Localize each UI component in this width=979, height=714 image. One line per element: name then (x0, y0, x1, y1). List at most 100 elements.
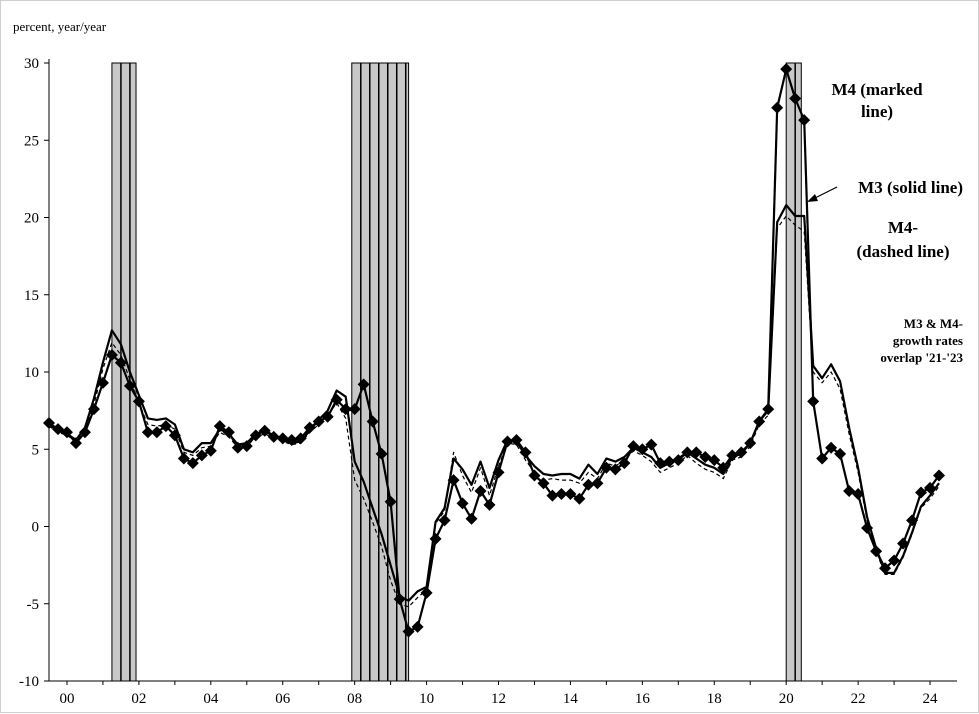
x-tick-label: 06 (275, 691, 291, 707)
series-line-m4 (48, 68, 940, 633)
m4-marker (231, 441, 244, 454)
m4-marker (591, 477, 604, 490)
m4-markers (43, 63, 946, 638)
m4-marker (78, 426, 91, 439)
m4-marker (312, 415, 325, 428)
m4-marker (339, 403, 352, 416)
m4-marker (96, 376, 109, 389)
m4-marker (654, 457, 667, 470)
y-tick-label: 30 (24, 56, 39, 72)
m4-marker (195, 449, 208, 462)
m4-marker (375, 447, 388, 460)
m4-marker (762, 403, 775, 416)
m4-marker (663, 455, 676, 468)
m4-marker (87, 403, 100, 416)
annotation-text: (dashed line) (856, 242, 949, 261)
annotations: M4 (marked line) M3 (solid line) M4- (dashed… (807, 80, 963, 365)
m4-marker (447, 474, 460, 487)
m4-marker (357, 378, 370, 391)
m4-marker (105, 349, 118, 362)
m4-marker (735, 446, 748, 459)
annotation-arrow (812, 186, 838, 200)
m4-marker (159, 420, 172, 433)
m4-marker (807, 395, 820, 408)
series-line-m4-dashed (48, 215, 940, 608)
x-tick-label: 14 (563, 691, 579, 707)
m4-marker (852, 488, 865, 501)
x-tick-label: 12 (491, 691, 506, 707)
annotation-text: M3 (solid line) (858, 178, 963, 197)
m4-marker (267, 430, 280, 443)
m4-marker (465, 512, 478, 525)
m4-marker (825, 441, 838, 454)
y-axis-label: percent, year/year (13, 19, 107, 34)
m4-marker (303, 421, 316, 434)
y-tick-label: -10 (19, 674, 39, 690)
m4-marker (915, 486, 928, 499)
series-lines (48, 68, 940, 633)
m4-marker (168, 429, 181, 442)
m4-marker (258, 424, 271, 437)
m4-marker (717, 461, 730, 474)
m4-marker (600, 461, 613, 474)
m4-marker (348, 403, 361, 416)
m4-marker (627, 440, 640, 453)
m4-marker (474, 484, 487, 497)
m4-marker (906, 514, 919, 527)
y-tick-label: 15 (24, 288, 39, 304)
m4-marker (492, 466, 505, 479)
m4-marker (177, 452, 190, 465)
x-tick-label: 24 (923, 691, 939, 707)
m4-marker (924, 481, 937, 494)
m4-marker (528, 469, 541, 482)
m4-marker (384, 495, 397, 508)
m4-marker (276, 432, 289, 445)
m4-marker (294, 432, 307, 445)
m4-marker (483, 498, 496, 511)
m4-marker (366, 415, 379, 428)
m4-marker (555, 488, 568, 501)
m4-marker (69, 437, 82, 450)
m4-marker (744, 437, 757, 450)
m4-marker (726, 449, 739, 462)
m4-marker (618, 457, 631, 470)
m4-marker (753, 415, 766, 428)
m4-marker (888, 554, 901, 567)
recession-bands (111, 62, 802, 682)
x-tick-label: 00 (59, 691, 74, 707)
annotation-text: line) (861, 102, 893, 121)
m4-marker (933, 469, 946, 482)
y-tick-label: 20 (24, 211, 39, 227)
x-tick-label: 08 (347, 691, 362, 707)
m4-marker (870, 545, 883, 558)
m4-marker (672, 454, 685, 467)
m4-marker (51, 423, 64, 436)
m4-marker (240, 440, 253, 453)
recession-band (785, 62, 802, 682)
m4-marker (546, 489, 559, 502)
annotation-arrowhead (807, 194, 818, 202)
m4-marker (501, 435, 514, 448)
m4-marker (330, 393, 343, 406)
m4-marker (636, 443, 649, 456)
m4-marker (780, 63, 793, 76)
m4-marker (285, 433, 298, 446)
annotation-text: M4 (marked (831, 80, 923, 99)
annotation-text: growth rates (893, 333, 963, 348)
m4-marker (150, 426, 163, 439)
m4-marker (411, 620, 424, 633)
m4-marker (186, 457, 199, 470)
x-tick-label: 04 (203, 691, 219, 707)
x-tick-label: 20 (779, 691, 794, 707)
m4-marker (690, 446, 703, 459)
m4-marker (456, 497, 469, 510)
m4-marker (645, 438, 658, 451)
m4-marker (123, 379, 136, 392)
x-tick-label: 16 (635, 691, 651, 707)
axes: 30 25 20 15 10 5 0 -5 -10 00 02 04 06 08 10 12 14 16 18 20 2… (19, 56, 957, 707)
m4-marker (708, 454, 721, 467)
y-tick-label: 0 (32, 520, 40, 536)
m4-marker (438, 514, 451, 527)
